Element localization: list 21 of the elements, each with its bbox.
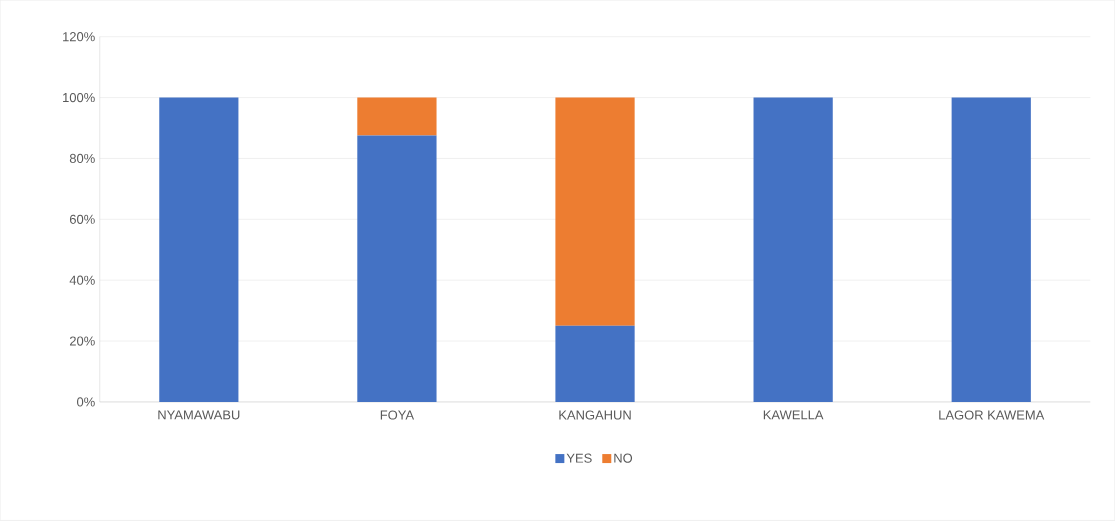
x-tick-label: NYAMAWABU: [158, 410, 240, 420]
bar: [357, 97, 437, 136]
bar: [357, 135, 437, 403]
x-tick-label: FOYA: [380, 410, 415, 420]
y-tick-label: 20%: [69, 336, 95, 346]
legend-label: YES: [566, 453, 592, 463]
y-tick-label: 40%: [69, 275, 95, 285]
x-tick-label: LAGOR KAWEMA: [939, 410, 1045, 420]
y-tick-label: 120%: [63, 32, 95, 42]
legend-label: NO: [614, 453, 633, 463]
y-tick-label: 100%: [63, 93, 95, 103]
y-tick-label: 80%: [69, 154, 95, 164]
bar: [159, 97, 239, 403]
x-tick-label: KANGAHUN: [559, 410, 631, 420]
x-tick-label: KAWELLA: [763, 410, 824, 420]
y-tick-label: 60%: [69, 214, 95, 225]
bar: [753, 97, 833, 403]
bar: [555, 97, 635, 326]
y-tick-label: 0%: [77, 397, 95, 407]
bar: [555, 325, 635, 403]
bar: [951, 97, 1031, 403]
